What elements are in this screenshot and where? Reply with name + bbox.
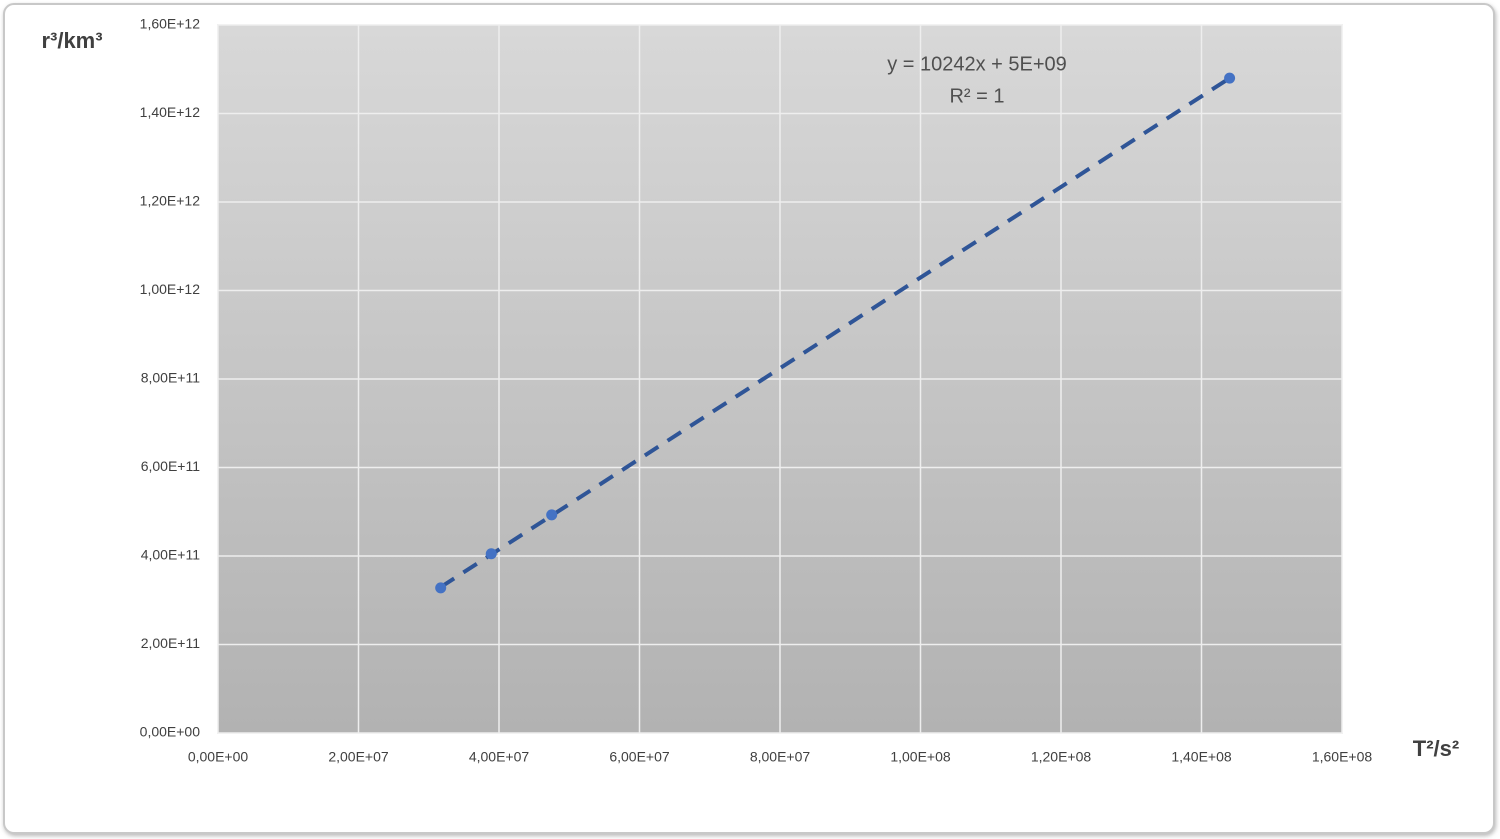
data-point bbox=[1224, 72, 1236, 84]
trendline bbox=[439, 76, 1231, 589]
data-point bbox=[546, 509, 558, 521]
x-tick-label: 0,00E+00 bbox=[188, 749, 249, 765]
grid bbox=[217, 24, 1343, 734]
x-axis-title: T²/s² bbox=[1413, 736, 1459, 761]
y-tick-label: 8,00E+11 bbox=[141, 370, 201, 386]
y-tick-label: 1,00E+12 bbox=[140, 281, 201, 297]
x-tick-label: 6,00E+07 bbox=[609, 749, 670, 765]
trendline-equation: y = 10242x + 5E+09 bbox=[887, 53, 1067, 75]
y-axis-title: r³/km³ bbox=[41, 28, 102, 53]
x-tick-label: 1,60E+08 bbox=[1312, 749, 1373, 765]
x-tick-label: 1,20E+08 bbox=[1031, 749, 1092, 765]
x-tick-label: 8,00E+07 bbox=[750, 749, 811, 765]
y-tick-label: 2,00E+11 bbox=[141, 635, 201, 651]
y-tick-label: 4,00E+11 bbox=[141, 547, 201, 563]
data-point bbox=[485, 548, 497, 560]
y-tick-label: 6,00E+11 bbox=[141, 458, 201, 474]
x-tick-label: 4,00E+07 bbox=[469, 749, 530, 765]
y-tick-label: 0,00E+00 bbox=[140, 724, 201, 740]
y-tick-label: 1,20E+12 bbox=[140, 193, 201, 209]
y-tick-label: 1,40E+12 bbox=[140, 104, 201, 120]
x-tick-label: 1,00E+08 bbox=[890, 749, 951, 765]
x-tick-label: 1,40E+08 bbox=[1171, 749, 1232, 765]
data-point bbox=[435, 582, 447, 594]
x-tick-label: 2,00E+07 bbox=[328, 749, 389, 765]
y-tick-label: 1,60E+12 bbox=[140, 16, 201, 32]
trendline-r-squared: R² = 1 bbox=[949, 85, 1004, 107]
